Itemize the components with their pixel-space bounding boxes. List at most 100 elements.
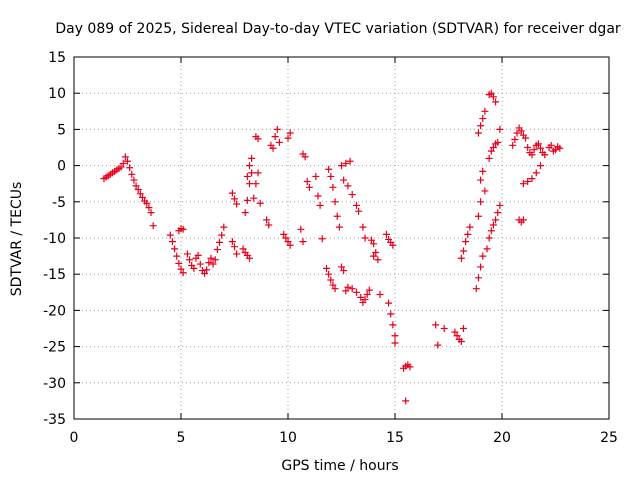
data-point <box>284 134 292 142</box>
data-point <box>338 162 345 170</box>
data-point <box>391 339 399 347</box>
data-point <box>173 252 181 260</box>
data-point <box>522 134 530 142</box>
data-point <box>382 230 390 238</box>
data-point <box>479 252 487 260</box>
data-point <box>132 182 140 190</box>
data-point <box>477 176 485 184</box>
data-point <box>245 254 253 262</box>
data-point <box>340 267 348 275</box>
data-point <box>361 234 369 242</box>
data-point <box>352 201 360 209</box>
data-point <box>325 165 333 173</box>
data-point <box>327 172 335 180</box>
data-point <box>338 263 345 271</box>
data-point <box>451 328 459 336</box>
data-point <box>250 194 258 202</box>
data-point <box>265 221 273 229</box>
data-point <box>282 234 290 242</box>
data-point <box>528 175 536 183</box>
data-point <box>126 164 134 172</box>
data-point <box>459 247 467 255</box>
data-point <box>352 288 360 296</box>
x-tick-label: 10 <box>279 430 297 446</box>
data-point <box>342 287 350 295</box>
data-point <box>344 182 352 190</box>
data-point <box>245 162 253 170</box>
data-point <box>342 159 350 167</box>
data-point <box>492 98 500 106</box>
data-point <box>385 299 393 307</box>
data-point <box>220 223 228 231</box>
data-point <box>327 276 335 284</box>
data-point <box>474 129 482 137</box>
y-tick-label: -10 <box>43 231 66 247</box>
data-point <box>389 321 397 329</box>
data-point <box>370 252 378 260</box>
data-point <box>489 93 497 101</box>
data-point <box>201 269 209 277</box>
data-point <box>248 154 256 162</box>
data-point <box>432 321 440 329</box>
chart-title: Day 089 of 2025, Sidereal Day-to-day VTE… <box>55 21 621 37</box>
data-point <box>363 290 371 298</box>
data-point <box>487 227 495 235</box>
data-point <box>532 169 540 177</box>
data-point <box>556 144 564 152</box>
data-point <box>209 260 217 268</box>
data-point <box>301 153 309 161</box>
data-point <box>130 176 138 184</box>
data-point <box>483 245 491 253</box>
data-point <box>243 196 251 204</box>
data-point <box>534 140 542 148</box>
data-point <box>263 216 271 224</box>
data-point <box>205 259 213 267</box>
data-point <box>175 259 183 267</box>
data-point <box>494 138 502 146</box>
data-point <box>194 251 202 259</box>
data-point <box>440 325 448 332</box>
x-tick-label: 0 <box>70 430 79 446</box>
data-point <box>254 169 262 177</box>
data-point <box>462 238 470 246</box>
data-point <box>211 256 219 264</box>
data-point <box>233 200 241 208</box>
data-point <box>196 260 204 268</box>
data-point <box>121 153 129 161</box>
data-point <box>280 230 288 238</box>
data-point <box>402 397 410 405</box>
data-point <box>241 209 249 217</box>
data-point <box>348 191 356 199</box>
data-point <box>286 129 294 137</box>
data-point <box>453 332 461 340</box>
data-point <box>348 285 356 293</box>
data-point <box>511 136 519 144</box>
data-point <box>370 240 378 248</box>
data-point <box>177 265 185 273</box>
data-point <box>479 115 487 123</box>
data-point <box>149 222 157 230</box>
data-point <box>474 274 482 282</box>
axis-ticks: 0 5 10 15 20 25 15 10 5 0 -5 -10 -15 -20 -25 -30 -35 <box>43 50 618 446</box>
data-point <box>231 195 238 203</box>
data-point <box>269 144 277 152</box>
data-point <box>218 231 226 239</box>
data-point <box>466 223 474 231</box>
data-point <box>284 238 292 246</box>
data-point <box>273 125 281 133</box>
data-point <box>228 238 236 246</box>
data-point <box>299 238 307 246</box>
data-point <box>179 225 187 233</box>
data-point <box>124 157 131 165</box>
data-point <box>492 216 500 224</box>
data-point <box>166 231 174 239</box>
data-point <box>524 144 532 151</box>
x-tick-label: 15 <box>386 430 404 446</box>
data-point <box>391 332 399 340</box>
y-tick-label: 5 <box>57 122 66 138</box>
y-tick-label: 15 <box>48 50 66 66</box>
data-point <box>303 178 311 186</box>
data-point <box>387 310 395 318</box>
data-point <box>312 172 320 180</box>
data-point <box>374 256 382 264</box>
